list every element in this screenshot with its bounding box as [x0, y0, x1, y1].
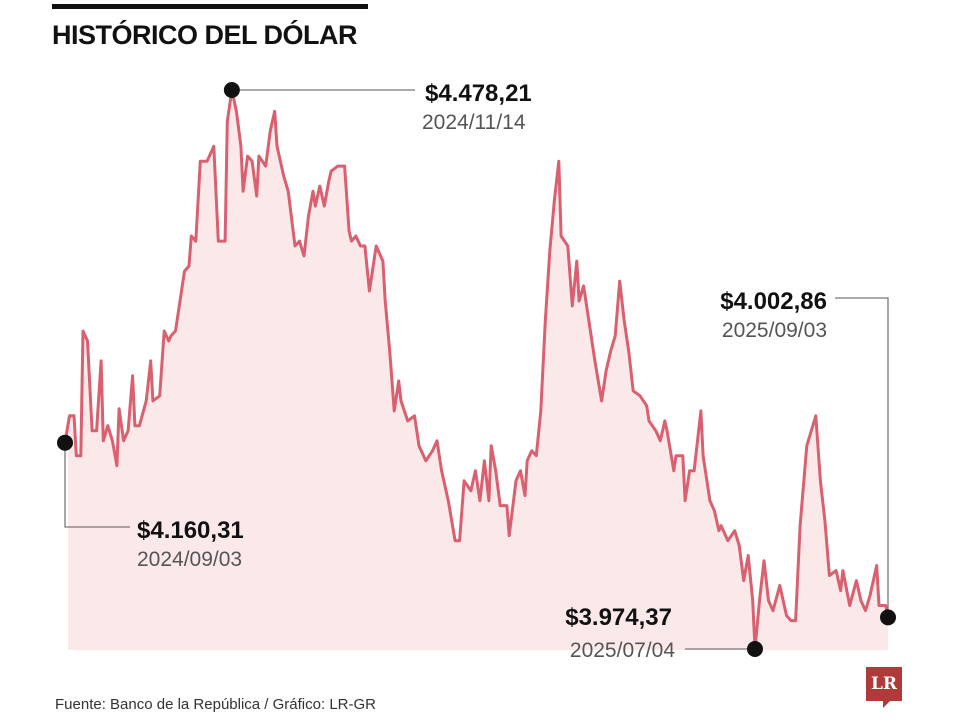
- max-date-label: 2024/11/14: [422, 111, 526, 134]
- source-caption: Fuente: Banco de la República / Gráfico:…: [55, 696, 376, 713]
- price-line: [63, 88, 890, 651]
- start-leader-line: [64, 442, 130, 528]
- min-date-label: 2025/07/04: [570, 639, 675, 662]
- end-date-label: 2025/09/03: [722, 319, 827, 342]
- min-marker: [746, 641, 763, 657]
- start-date-label: 2024/09/03: [137, 548, 242, 571]
- start-value-label: $4.160,31: [137, 517, 244, 544]
- chart-title: HISTÓRICO DEL DÓLAR: [52, 20, 358, 50]
- end-marker: [880, 609, 896, 626]
- end-value-label: $4.002,86: [720, 288, 827, 315]
- max-marker: [223, 82, 240, 98]
- title-bar-rule: [52, 4, 368, 9]
- min-value-label: $3.974,37: [565, 604, 672, 631]
- area-fill: [65, 90, 888, 650]
- start-marker: [57, 434, 73, 451]
- lr-logo: LR: [866, 667, 902, 708]
- max-value-label: $4.478,21: [425, 80, 532, 107]
- end-leader-line: [835, 297, 889, 618]
